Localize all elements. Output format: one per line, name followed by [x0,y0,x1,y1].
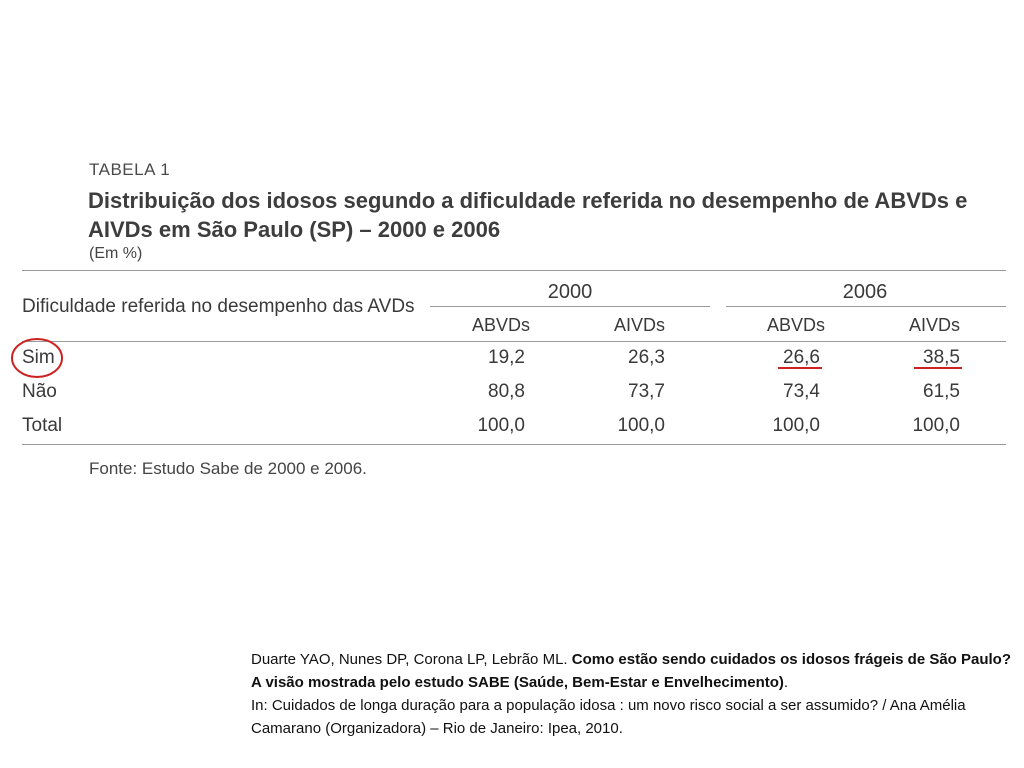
cell-sim-aivds-2006: 38,5 [923,347,960,368]
cell-nao-aivds-2006: 61,5 [923,381,960,402]
col-header-aivds-2006: AIVDs [908,315,960,335]
header-bottom-rule [22,341,1006,342]
cell-total-aivds-2006: 100,0 [912,415,960,436]
cell-sim-abvds-2000: 19,2 [488,347,525,368]
row-header: Dificuldade referida no desempenho das A… [22,296,415,317]
col-header-abvds-2006: ABVDs [766,315,825,335]
table-unit: (Em %) [89,245,143,262]
year-header-2000: 2000 [547,281,593,303]
table-title: Distribuição dos idosos segundo a dificu… [88,188,968,242]
cell-nao-aivds-2000: 73,7 [628,381,665,402]
cell-sim-abvds-2006: 26,6 [783,347,820,368]
reference-title: Como estão sendo cuidados os idosos frág… [251,651,1012,691]
row-label-sim: Sim [22,347,55,368]
year-rule-2006 [726,306,1006,307]
col-header-abvds-2000: ABVDs [471,315,530,335]
year-rule-2000 [430,306,710,307]
cell-nao-abvds-2000: 80,8 [488,381,525,402]
cell-sim-aivds-2000: 26,3 [628,347,665,368]
reference-source: In: Cuidados de longa duração para a pop… [251,697,966,737]
table-bottom-rule [22,444,1006,445]
reference-period: . [783,674,789,691]
table-source: Fonte: Estudo Sabe de 2000 e 2006. [89,459,367,478]
cell-total-aivds-2000: 100,0 [617,415,665,436]
year-header-2006: 2006 [842,281,888,303]
row-label-nao: Não [22,381,57,402]
row-label-total: Total [22,415,63,436]
col-header-aivds-2000: AIVDs [613,315,665,335]
cell-total-abvds-2006: 100,0 [772,415,820,436]
table-caption-label: TABELA 1 [89,160,171,179]
cell-nao-abvds-2006: 73,4 [783,381,820,402]
table-top-rule [22,270,1006,271]
reference-authors: Duarte YAO, Nunes DP, Corona LP, Lebrão … [251,651,572,668]
cell-total-abvds-2000: 100,0 [477,415,525,436]
reference-citation: Duarte YAO, Nunes DP, Corona LP, Lebrão … [251,648,1021,740]
